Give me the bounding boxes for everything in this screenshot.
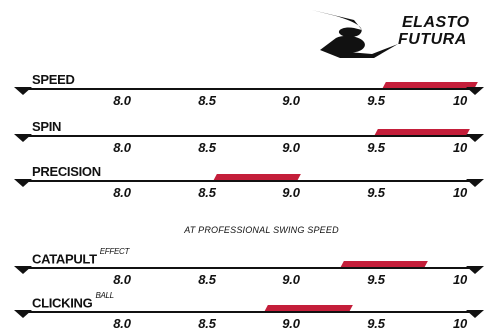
- tick-label: 9.0: [282, 93, 299, 108]
- axis-right-arrow: [466, 87, 484, 95]
- scale-spin: SPIN 8.0 8.5 9.0 9.5 10: [0, 121, 493, 155]
- axis-left-arrow: [14, 266, 32, 274]
- scale-sup: EFFECT: [100, 247, 129, 256]
- tick-label: 8.0: [113, 185, 130, 200]
- tick-label: 9.0: [282, 316, 299, 331]
- scale-precision: PRECISION 8.0 8.5 9.0 9.5 10: [0, 166, 493, 200]
- axis-arrows-icon: [14, 130, 484, 142]
- tick-label: 10: [453, 185, 467, 200]
- tick-label: 8.5: [198, 93, 215, 108]
- axis-arrows-icon: [14, 175, 484, 187]
- axis-right-arrow: [466, 179, 484, 187]
- tick-label: 8.5: [198, 185, 215, 200]
- tick-label: 9.5: [367, 316, 384, 331]
- tick-label: 8.5: [198, 140, 215, 155]
- logo-swoosh-icon: [310, 6, 400, 62]
- tick-label: 9.0: [282, 272, 299, 287]
- scale-catapult: CATAPULT EFFECT 8.0 8.5 9.0 9.5 10: [0, 253, 493, 287]
- scale-clicking: CLICKING BALL 8.0 8.5 9.0 9.5 10: [0, 297, 493, 331]
- axis-right-arrow: [466, 134, 484, 142]
- axis-left-arrow: [14, 310, 32, 318]
- tick-label: 10: [453, 316, 467, 331]
- axis-right-arrow: [466, 266, 484, 274]
- tick-label: 10: [453, 140, 467, 155]
- brand-name: ELASTO FUTURA: [402, 14, 470, 48]
- scale-speed: SPEED 8.0 8.5 9.0 9.5 10: [0, 74, 493, 108]
- tick-label: 8.0: [113, 272, 130, 287]
- subtitle: AT PROFESSIONAL SWING SPEED: [0, 225, 493, 235]
- axis-left-arrow: [14, 134, 32, 142]
- axis-right-arrow: [466, 310, 484, 318]
- brand-line-1: ELASTO: [402, 14, 470, 31]
- tick-label: 9.5: [367, 272, 384, 287]
- tick-label: 8.5: [198, 316, 215, 331]
- scale-sup: BALL: [95, 291, 113, 300]
- axis-arrows-icon: [14, 306, 484, 318]
- tick-label: 8.0: [113, 93, 130, 108]
- tick-label: 9.5: [367, 185, 384, 200]
- brand-line-2: FUTURA: [398, 31, 470, 48]
- tick-label: 8.0: [113, 316, 130, 331]
- axis-left-arrow: [14, 179, 32, 187]
- tick-label: 8.5: [198, 272, 215, 287]
- axis-left-arrow: [14, 87, 32, 95]
- tick-label: 8.0: [113, 140, 130, 155]
- axis-arrows-icon: [14, 262, 484, 274]
- tick-label: 10: [453, 272, 467, 287]
- axis-arrows-icon: [14, 83, 484, 95]
- tick-label: 9.5: [367, 140, 384, 155]
- tick-label: 9.5: [367, 93, 384, 108]
- tick-label: 9.0: [282, 140, 299, 155]
- tick-label: 9.0: [282, 185, 299, 200]
- tick-label: 10: [453, 93, 467, 108]
- brand-logo: ELASTO FUTURA: [310, 6, 490, 62]
